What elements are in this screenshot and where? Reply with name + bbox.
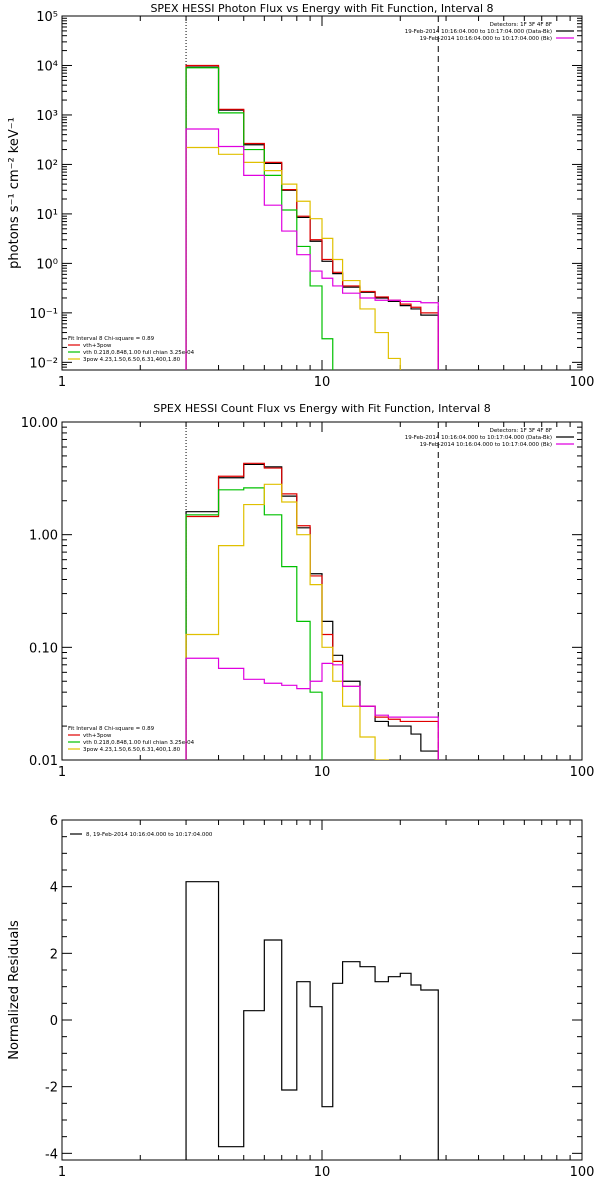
- plot-0-ytick-label: 10⁰: [36, 257, 58, 272]
- plot-0-ytick-label: 10⁻²: [29, 356, 58, 371]
- plot-2-xtick-label: 100: [570, 1165, 595, 1180]
- plot-1-ytick-label: 0.01: [29, 754, 58, 769]
- plot-0-xtick-label: 100: [570, 375, 595, 390]
- plot-2-ytick-label: 6: [50, 814, 58, 829]
- plot-1-legend-bl-text: Fit Interval 8 Chi-square = 0.89: [68, 726, 155, 732]
- plot-1-series-4: [185, 657, 439, 760]
- plot-1-legend-tr-text: Detectors: 1F 3F 4F 8F: [490, 428, 552, 434]
- plot-0-ytick-label: 10⁴: [36, 59, 58, 74]
- plot-2-series-0: [185, 881, 439, 1160]
- plot-0-legend-bl-text: 3pow 4.23,1.50,6.50,6.31,400,1.80: [83, 357, 181, 363]
- plot-1-ytick-label: 10.00: [21, 416, 58, 431]
- plot-0-title: SPEX HESSI Photon Flux vs Energy with Fi…: [150, 2, 493, 15]
- plot-0-series-2: [185, 67, 439, 370]
- plot-0-ytick-label: 10²: [36, 158, 58, 173]
- plot-2-legend-tl-text: 8, 19-Feb-2014 10:16:04.000 to 10:17:04.…: [86, 832, 213, 838]
- plot-0-legend-tr-text: Detectors: 1F 3F 4F 8F: [490, 22, 552, 28]
- plot-1-ytick-label: 0.10: [29, 641, 58, 656]
- plot-1-xtick-label: 100: [570, 765, 595, 780]
- plot-2-ytick-label: 0: [50, 1014, 58, 1029]
- plot-0-xtick-label: 10: [314, 375, 331, 390]
- plot-2-frame: [61, 819, 583, 1161]
- plot-2-xtick-label: 1: [58, 1165, 66, 1180]
- plot-0-legend-tr-text: 19-Feb-2014 10:16:04.000 to 10:17:04.000…: [420, 36, 552, 42]
- plot-0-ylabel: photons s⁻¹ cm⁻² keV⁻¹: [7, 117, 22, 269]
- plot-0-legend-bl-text: Fit Interval 8 Chi-square = 0.89: [68, 336, 155, 342]
- plot-0-legend-tr-text: 19-Feb-2014 10:16:04.000 to 10:17:04.000…: [405, 29, 552, 35]
- plot-0-series-4: [185, 128, 439, 370]
- plot-1-legend-tr-text: 19-Feb-2014 10:16:04.000 to 10:17:04.000…: [405, 435, 552, 441]
- plot-1-legend-tr-text: 19-Feb-2014 10:16:04.000 to 10:17:04.000…: [420, 442, 552, 448]
- plot-0-ytick-label: 10³: [36, 109, 58, 124]
- plot-2-ytick-label: 4: [50, 881, 58, 896]
- plot-2-ytick-label: -4: [45, 1147, 58, 1162]
- plot-1-legend-bl-text: vth+3pow: [83, 733, 112, 739]
- plot-1-xtick-label: 1: [58, 765, 66, 780]
- plot-2-xtick-label: 10: [314, 1165, 331, 1180]
- plot-0-xtick-label: 1: [58, 375, 66, 390]
- plot-1-series-0: [185, 463, 439, 760]
- plot-1-series-3: [185, 483, 439, 760]
- plot-2-ylabel: Normalized Residuals: [7, 920, 22, 1060]
- plot-0-legend-bl-text: vth+3pow: [83, 343, 112, 349]
- plot-1-legend-bl-text: 3pow 4.23,1.50,6.50,6.31,400,1.80: [83, 747, 181, 753]
- plot-0-series-3: [185, 146, 439, 370]
- plot-1-series-2: [185, 487, 439, 760]
- plot-0-ytick-label: 10¹: [36, 208, 58, 223]
- plot-1-series-1: [185, 462, 439, 760]
- plot-1-xtick-label: 10: [314, 765, 331, 780]
- plot-2-ytick-label: 2: [50, 947, 58, 962]
- plot-1-ytick-label: 1.00: [29, 529, 58, 544]
- plot-0-series-1: [185, 64, 439, 370]
- plot-0-ytick-label: 10⁻¹: [29, 307, 58, 322]
- plot-1-legend-bl-text: vth 0.218,0.848,1.00 full chian 3.25e-04: [83, 740, 195, 746]
- plot-1-title: SPEX HESSI Count Flux vs Energy with Fit…: [153, 402, 490, 415]
- plot-0-ytick-label: 10⁵: [36, 10, 58, 25]
- plot-0-legend-bl-text: vth 0.218,0.848,1.00 full chian 3.25e-04: [83, 350, 195, 356]
- plot-2-ytick-label: -2: [45, 1081, 58, 1096]
